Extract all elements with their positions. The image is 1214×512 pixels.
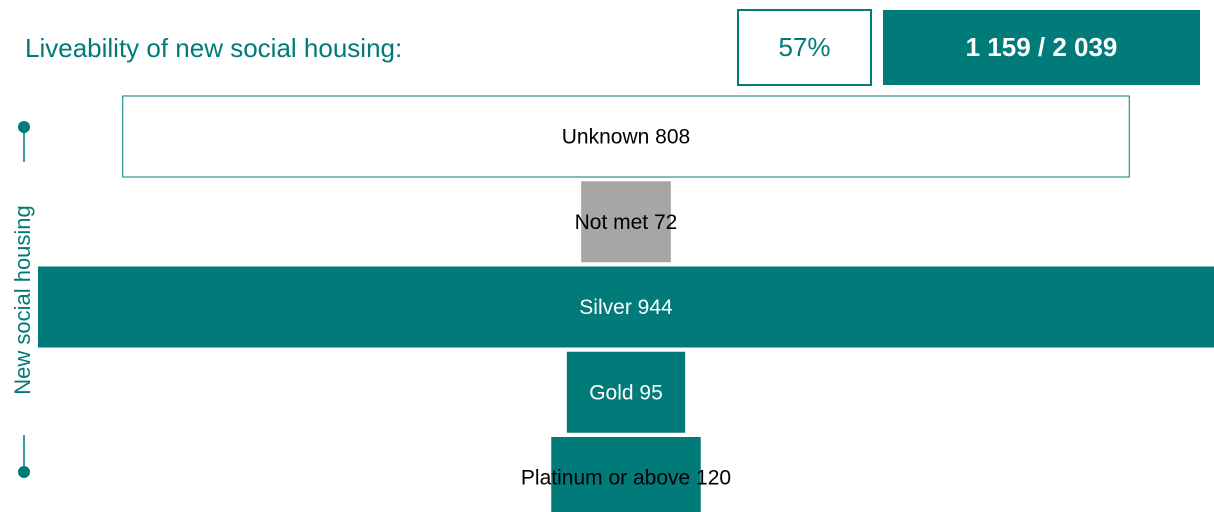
axis-dot xyxy=(18,466,30,478)
percent-box xyxy=(737,9,872,86)
chart-title: Liveability of new social housing: xyxy=(25,33,402,63)
bar-label: Silver 944 xyxy=(579,296,673,319)
value-label: 808 xyxy=(655,125,690,148)
y-axis-label: New social housing xyxy=(10,205,35,395)
category-label: Silver xyxy=(579,296,632,319)
funnel-bar xyxy=(581,181,671,263)
category-label: Not met xyxy=(575,210,649,233)
funnel-bar xyxy=(551,437,701,512)
value-label: 944 xyxy=(638,296,673,319)
funnel-bar xyxy=(38,266,1214,348)
summary-count: 1 159 / 2 039 xyxy=(966,32,1118,62)
bar-label: Not met 72 xyxy=(575,210,678,233)
bar-label: Gold 95 xyxy=(589,381,663,404)
summary-percent: 57% xyxy=(778,32,830,62)
value-label: 120 xyxy=(696,466,731,489)
category-label: Gold xyxy=(589,381,633,404)
count-box xyxy=(883,10,1200,85)
bar-label: Unknown 808 xyxy=(562,125,690,148)
funnel-bar xyxy=(122,95,1130,178)
value-label: 95 xyxy=(639,381,662,404)
category-label: Unknown xyxy=(562,125,650,148)
category-label: Platinum or above xyxy=(521,466,690,489)
funnel-bar xyxy=(566,351,686,433)
value-label: 72 xyxy=(654,210,677,233)
bar-label: Platinum or above 120 xyxy=(521,466,731,489)
